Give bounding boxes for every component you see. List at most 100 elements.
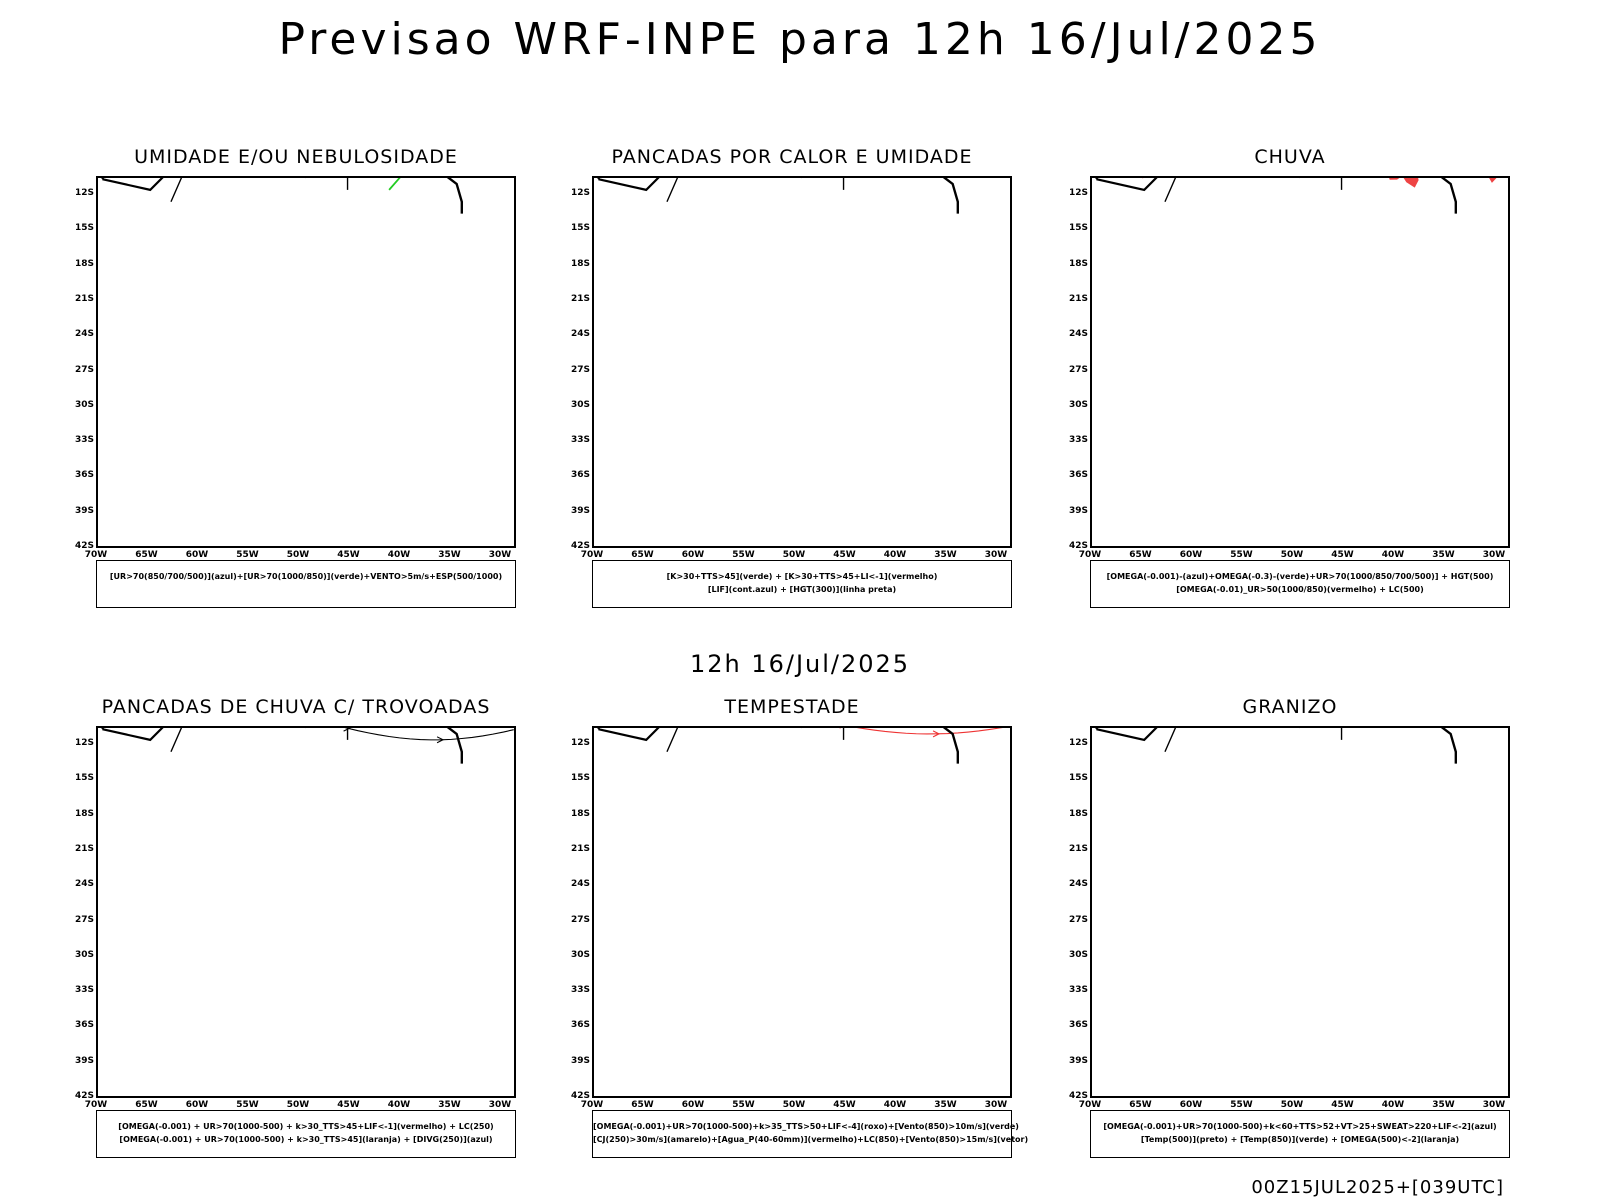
panel-pancadas-calor: PANCADAS POR CALOR E UMIDADE 960095209600… (562, 146, 1022, 621)
lon-tick-label: 50W (1280, 550, 1304, 560)
lat-tick-label: 42S (570, 1091, 590, 1101)
lon-tick-label: 30W (488, 1100, 512, 1110)
panel-chuva: CHUVA 58858558257957657357056756456155856… (1060, 146, 1520, 621)
lat-tick-label: 27S (570, 364, 590, 375)
panel-legend: [K>30+TTS>45](verde) + [K>30+TTS>45+LI<-… (592, 560, 1012, 608)
streamline-arrow (932, 730, 941, 738)
rain-red-area (1489, 178, 1497, 183)
lat-tick-label: 15S (570, 223, 590, 234)
panel-title: GRANIZO (1242, 696, 1338, 718)
state-border (1164, 728, 1177, 753)
lon-tick-label: 65W (135, 550, 158, 560)
lat-tick-label: 15S (1068, 223, 1088, 234)
lon-tick-label: 40W (387, 550, 411, 560)
lat-tick-label: 21S (74, 293, 94, 304)
lon-tick-label: 60W (185, 1100, 209, 1110)
state-border (1340, 728, 1343, 740)
lat-tick-label: 30S (74, 399, 94, 410)
panel-umidade: UMIDADE E/OU NEBULOSIDADE 101610161016102… (66, 146, 526, 621)
lat-tick-label: 33S (1068, 435, 1088, 446)
lat-tick-label: 27S (74, 914, 94, 925)
coastline-east (446, 178, 463, 214)
lon-tick-label: 35W (934, 1100, 957, 1110)
lat-tick-label: 42S (74, 541, 94, 551)
lon-tick-label: 45W (833, 550, 856, 560)
lon-tick-label: 60W (681, 1100, 705, 1110)
lon-tick-label: 45W (337, 550, 360, 560)
country-border (1096, 178, 1158, 192)
state-border (666, 728, 679, 753)
map-frame: 1016101610161020102010201016102010201024… (96, 176, 516, 548)
map-layers (101, 728, 514, 764)
lon-tick-label: 30W (984, 550, 1008, 560)
state-border (666, 178, 679, 203)
lon-tick-label: 50W (286, 550, 310, 560)
legend-line: [CJ(250)>30m/s](amarelo)+[Agua_P(40-60mm… (593, 1135, 1029, 1144)
lon-tick-label: 65W (135, 1100, 158, 1110)
panel-granizo: GRANIZO -6-9-12-15-18-21-243 12S 15S 18S 21S 2… (1060, 696, 1520, 1171)
lat-tick-label: 12S (570, 188, 590, 198)
lat-tick-label: 21S (570, 293, 590, 304)
lat-tick-label: 24S (74, 879, 94, 890)
lon-tick-label: 50W (782, 1100, 806, 1110)
lat-tick-label: 36S (1068, 1020, 1088, 1031)
lat-tick-label: 27S (570, 914, 590, 925)
lat-tick-label: 12S (1068, 738, 1088, 748)
lon-tick-label: 30W (488, 550, 512, 560)
lat-tick-label: 36S (1068, 470, 1088, 481)
mid-title: 12h 16/Jul/2025 (689, 650, 911, 678)
map-layers: 1016101610161020102010201016102010201024… (101, 178, 463, 214)
lon-tick-label: 70W (84, 550, 108, 560)
lat-tick-label: 18S (74, 258, 94, 269)
lon-tick-label: 70W (580, 550, 604, 560)
lat-tick-label: 33S (570, 435, 590, 446)
lat-tick-label: 39S (570, 505, 590, 516)
lat-tick-label: 36S (570, 470, 590, 481)
map-layers: -6-9-12-15-18-21-243 (1095, 728, 1457, 764)
lat-tick-label: 30S (1068, 399, 1088, 410)
streamline-red (856, 728, 1003, 735)
lon-tick-label: 45W (833, 1100, 856, 1110)
lon-tick-label: 40W (1381, 550, 1405, 560)
lon-tick-label: 40W (883, 1100, 907, 1110)
lon-tick-label: 55W (1230, 1100, 1253, 1110)
lon-tick-label: 55W (732, 550, 755, 560)
forecast-map (597, 728, 1003, 764)
panel-legend: [OMEGA(-0.001)+UR>70(1000-500)+k<60+TTS>… (1090, 1110, 1510, 1158)
legend-line: [OMEGA(-0.001)-(azul)+OMEGA(-0.3)-(verde… (1106, 572, 1494, 581)
rain-red-area (1389, 178, 1419, 188)
lat-tick-label: 24S (1068, 879, 1088, 890)
lon-tick-label: 55W (732, 1100, 755, 1110)
lon-tick-label: 70W (1078, 550, 1102, 560)
panel-legend: [OMEGA(-0.001) + UR>70(1000-500) + k>30_… (96, 1110, 516, 1158)
streamline (344, 728, 514, 741)
coastline-east (1440, 728, 1457, 764)
lon-tick-label: 30W (984, 1100, 1008, 1110)
lon-tick-label: 70W (84, 1100, 108, 1110)
state-border (1340, 178, 1343, 190)
lat-tick-label: 21S (1068, 293, 1088, 304)
panel-tempestade: TEMPESTADE 12S 15S 18S 21S 24S 27S 30S 33S 36S 39S… (562, 696, 1029, 1171)
lat-tick-label: 18S (570, 808, 590, 819)
map-frame: 588585582579576573570567564561558567 (1090, 176, 1510, 548)
lat-tick-label: 15S (74, 223, 94, 234)
lon-tick-label: 60W (1179, 1100, 1203, 1110)
map-frame: -6-9-12-15-18-21-243 (1090, 726, 1510, 1098)
lat-tick-label: 30S (570, 399, 590, 410)
lat-tick-label: 30S (570, 949, 590, 960)
legend-line: [OMEGA(-0.001) + UR>70(1000-500) + k>30_… (118, 1122, 494, 1131)
lat-tick-label: 42S (1068, 1091, 1088, 1101)
panel-title: CHUVA (1254, 146, 1326, 168)
lat-tick-label: 18S (570, 258, 590, 269)
legend-line: [LIF](cont.azul) + [HGT(300)](linha pret… (707, 585, 897, 594)
country-border (598, 178, 660, 192)
lat-tick-label: 27S (74, 364, 94, 375)
lon-tick-label: 40W (387, 1100, 411, 1110)
lon-tick-label: 60W (1179, 550, 1203, 560)
streamline-arrow (436, 736, 445, 744)
lon-tick-label: 45W (337, 1100, 360, 1110)
panel-legend: [OMEGA(-0.001)+UR>70(1000-500)+k>35_TTS>… (592, 1110, 1029, 1158)
map-frame: 9600952096009600960095209440938093609280… (592, 176, 1012, 548)
lon-tick-label: 35W (438, 550, 461, 560)
map-layers: 588585582579576573570567564561558567 (1095, 178, 1497, 214)
